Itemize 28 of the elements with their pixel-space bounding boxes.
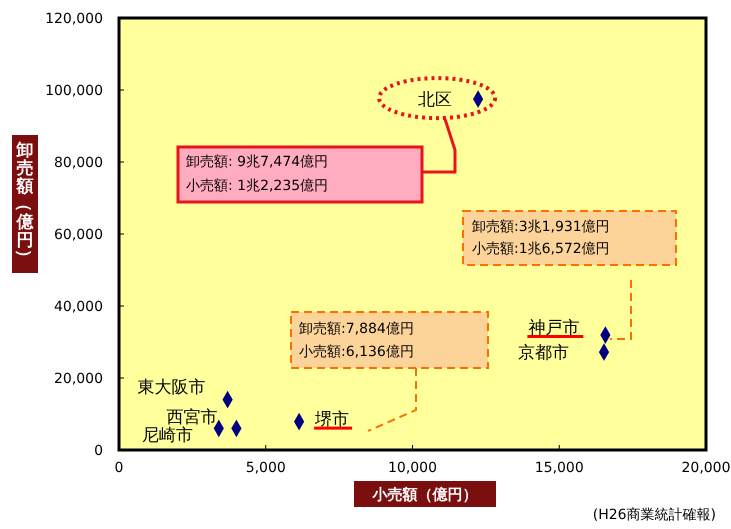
annotation: 北区 bbox=[418, 90, 452, 110]
text: (H26商業統計確報) bbox=[592, 507, 716, 523]
annotation: 東大阪市 bbox=[138, 378, 206, 398]
x-axis-title: 小売額（億円） bbox=[372, 485, 478, 504]
annotation: 堺市 bbox=[314, 410, 350, 430]
x-tick-label: 0 bbox=[114, 460, 124, 476]
annotation: 尼崎市 bbox=[142, 425, 193, 446]
y-axis-title: 卸売額（億円） bbox=[14, 140, 34, 266]
y-tick-label: 80,000 bbox=[54, 154, 103, 171]
y-tick-label: 40,000 bbox=[54, 298, 103, 315]
annotation: 卸売額: 9兆7,474億円 bbox=[186, 154, 328, 170]
annotation: 卸売額:3兆1,931億円 bbox=[472, 219, 610, 235]
y-tick-label: 120,000 bbox=[45, 10, 103, 27]
y-tick-label: 0 bbox=[94, 442, 103, 459]
annotation: 神戸市 bbox=[528, 318, 580, 338]
x-tick-label: 5,000 bbox=[246, 460, 286, 476]
x-tick-label: 20,000 bbox=[682, 460, 730, 476]
y-tick-label: 20,000 bbox=[54, 370, 103, 387]
annotation: 小売額:6,136億円 bbox=[299, 344, 414, 360]
annotation: 卸売額:7,884億円 bbox=[299, 321, 414, 337]
x-tick-label: 15,000 bbox=[534, 460, 584, 476]
annotation: 小売額:1兆6,572億円 bbox=[472, 241, 610, 257]
annotation: 西宮市 bbox=[166, 407, 218, 428]
y-tick-label: 60,000 bbox=[54, 226, 103, 243]
annotation: 小売額: 1兆2,235億円 bbox=[186, 178, 328, 194]
annotation: 京都市 bbox=[518, 343, 570, 364]
y-tick-label: 100,000 bbox=[45, 82, 103, 99]
x-tick-label: 10,000 bbox=[388, 460, 437, 476]
